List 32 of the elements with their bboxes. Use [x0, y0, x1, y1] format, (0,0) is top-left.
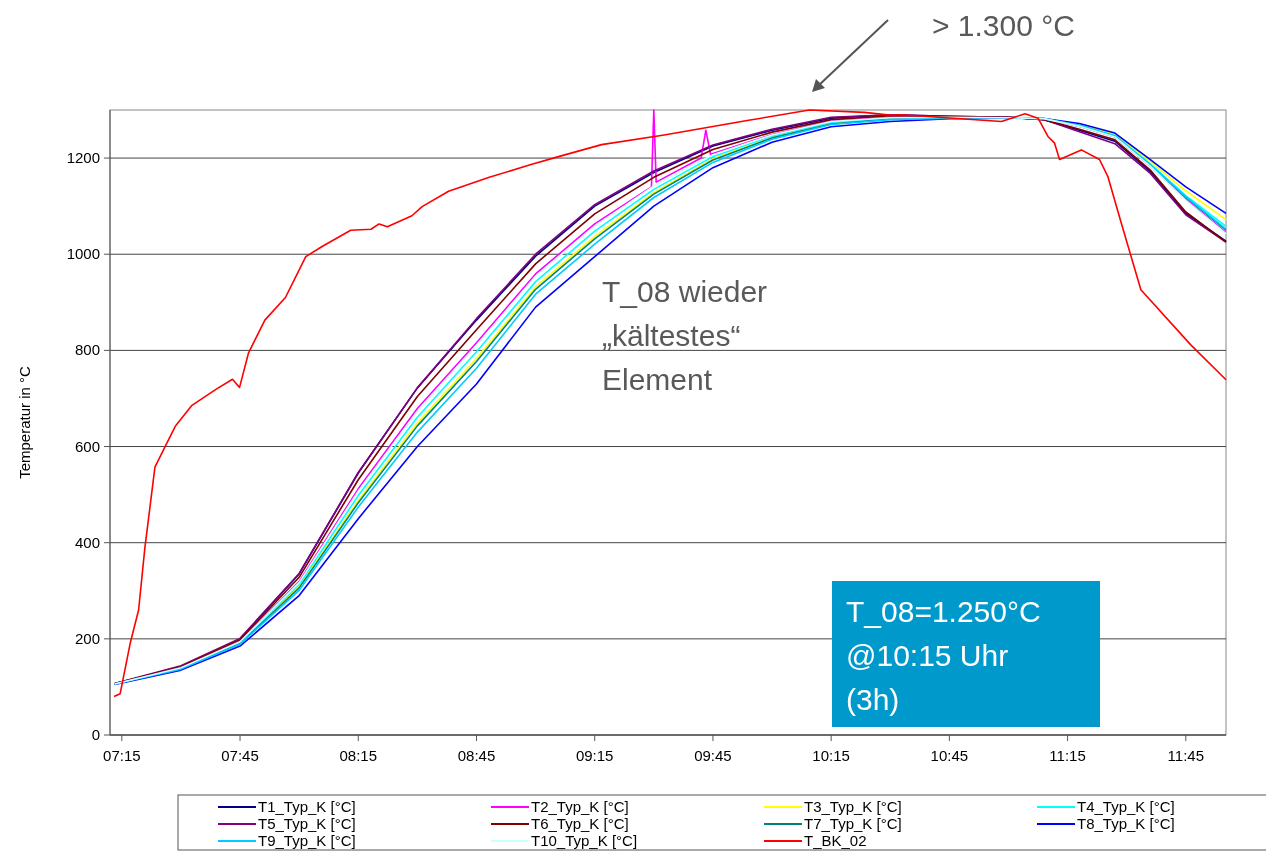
x-tick-label: 07:15	[103, 747, 141, 764]
y-tick-label: 1200	[66, 149, 100, 167]
annotation: T_08=1.250°C @10:15 Uhr (3h)	[846, 595, 1041, 716]
legend-label: T_BK_02	[804, 832, 867, 849]
legend-label: T9_Typ_K [°C]	[258, 832, 356, 849]
legend-label: T5_Typ_K [°C]	[258, 815, 356, 832]
legend-label: T3_Typ_K [°C]	[804, 798, 902, 815]
y-tick-label: 400	[74, 533, 100, 551]
x-tick-label: 09:15	[575, 747, 614, 764]
x-tick-label: 08:45	[457, 747, 496, 764]
text: > 1.300 °C	[932, 9, 1075, 42]
annotation: T_08 wieder „kältestes“ Element	[602, 275, 768, 396]
y-tick-label: 1000	[66, 245, 100, 263]
x-tick-label: 07:45	[221, 747, 259, 764]
legend-label: T10_Typ_K [°C]	[531, 832, 638, 849]
legend-label: T4_Typ_K [°C]	[1077, 798, 1175, 815]
y-axis-title: Temperatur in °C	[16, 365, 33, 479]
x-tick-label: 11:45	[1167, 747, 1205, 764]
legend-label: T8_Typ_K [°C]	[1077, 815, 1175, 832]
y-tick-label: 200	[74, 629, 100, 647]
x-tick-label: 10:45	[930, 747, 969, 764]
legend-label: T7_Typ_K [°C]	[804, 815, 902, 832]
y-tick-label: 600	[74, 437, 100, 455]
y-tick-label: 800	[74, 341, 100, 359]
x-tick-label: 09:45	[694, 747, 732, 764]
x-tick-label: 08:15	[339, 747, 378, 764]
x-tick-label: 10:15	[812, 747, 850, 764]
legend-label: T2_Typ_K [°C]	[531, 798, 629, 815]
legend-label: T1_Typ_K [°C]	[258, 798, 356, 815]
y-tick-label: 0	[91, 726, 100, 743]
legend-label: T6_Typ_K [°C]	[531, 815, 629, 832]
x-tick-label: 11:15	[1049, 747, 1086, 764]
